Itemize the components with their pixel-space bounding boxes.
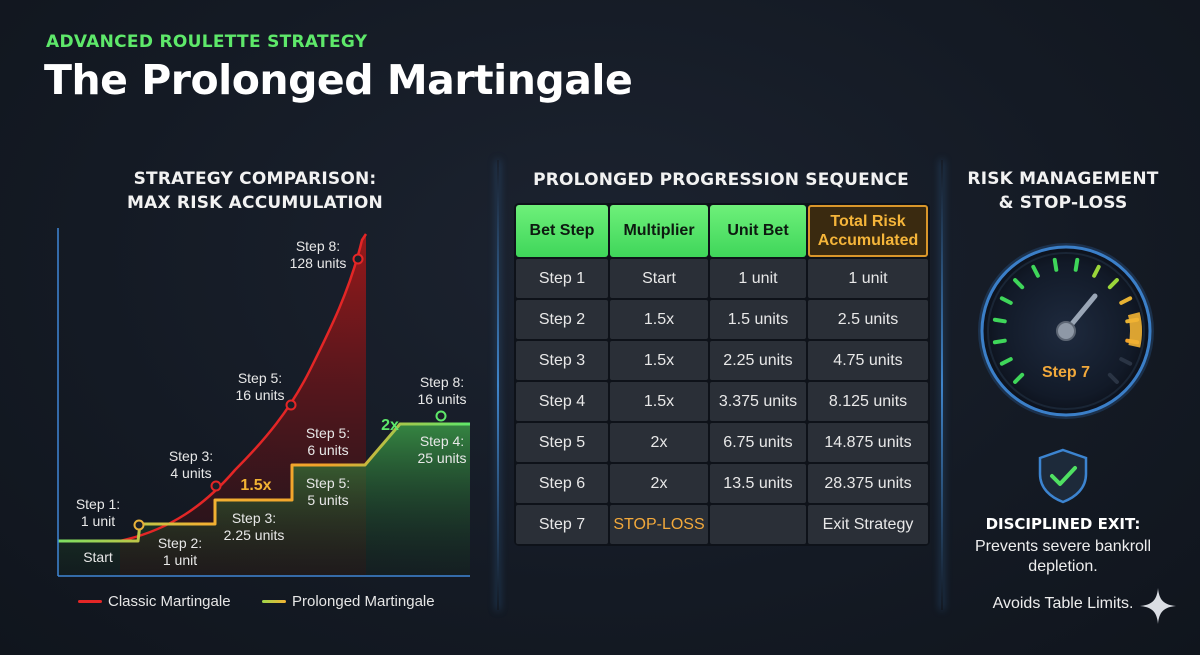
sparkle-icon [1140,588,1176,624]
legend-classic-swatch [78,600,102,603]
gauge-tick [1031,264,1040,278]
gauge-tick [1013,278,1025,290]
table-cell: 2x [610,464,708,503]
table-header-cell: Bet Step [516,205,608,257]
gauge-label: Step 7 [1042,364,1090,381]
legend-prolonged: Prolonged Martingale [262,593,435,610]
classic-area [58,234,366,576]
table-cell: Step 5 [516,423,608,462]
legend-prolonged-swatch [262,600,286,603]
table-cell: 2x [610,423,708,462]
table-header-cell: Total Risk Accumulated [808,205,928,257]
comparison-chart: Step 1: 1 unit Step 3: 4 units Step 5: 16 uni… [57,228,470,577]
gauge-tick [1052,257,1059,272]
prolonged-label-step3: Step 3: 2.25 units [224,510,285,543]
gauge-tick [992,317,1007,324]
classic-label-step5: Step 5: 16 units [235,370,284,403]
prolonged-label-step5b: Step 5: 6 units [306,425,350,458]
table-cell: 1.5x [610,382,708,421]
risk-title: RISK MANAGEMENT & STOP-LOSS [946,167,1180,215]
table-cell: 1 unit [808,259,928,298]
gauge-tick [999,357,1013,366]
gauge-tick [1119,296,1133,305]
table-cell: 4.75 units [808,341,928,380]
prolonged-label-step8: Step 8: 16 units [417,374,466,407]
gauge-tick [1119,357,1133,366]
prolonged-line [58,422,470,543]
legend-prolonged-label: Prolonged Martingale [292,593,435,610]
table-cell: 14.875 units [808,423,928,462]
section-divider-2 [941,160,943,610]
gauge-tick [1107,372,1119,384]
progression-table: Bet Step Multiplier Unit Bet Total Risk Acc… [514,203,930,546]
gauge-tick [1073,257,1080,272]
gauge-tick [992,338,1007,345]
progression-title: PROLONGED PROGRESSION SEQUENCE [533,170,909,190]
gauge-tick [1013,372,1025,384]
table-cell: 8.125 units [808,382,928,421]
classic-label-step8: Step 8: 128 units [290,238,347,271]
table-cell: Start [610,259,708,298]
comparison-title-line1: STRATEGY COMPARISON: [133,169,377,189]
prolonged-label-step2: Step 2: 1 unit [158,535,202,568]
table-cell: 2.25 units [710,341,806,380]
comparison-title-line2: MAX RISK ACCUMULATION [127,193,383,213]
table-cell: 1 unit [710,259,806,298]
table-cell: Step 6 [516,464,608,503]
gauge-highlight [1127,312,1142,348]
exit-title: DISCIPLINED EXIT: [985,515,1141,533]
table-cell: 1.5x [610,341,708,380]
prolonged-point-8 [435,410,447,422]
classic-point-8 [352,253,364,265]
table-cell: Step 4 [516,382,608,421]
table-cell: 1.5 units [710,300,806,339]
table-header-cell: Unit Bet [710,205,806,257]
comparison-title: STRATEGY COMPARISON: MAX RISK ACCUMULATI… [110,167,400,215]
kicker: ADVANCED ROULETTE STRATEGY [46,32,368,52]
table-cell: Exit Strategy [808,505,928,544]
classic-point-5 [285,399,297,411]
prolonged-label-step5a: Step 5: 5 units [306,475,350,508]
section-divider-1 [497,160,499,610]
table-cell: Step 1 [516,259,608,298]
table-header-cell: Multiplier [610,205,708,257]
gauge-hub [1056,321,1076,341]
risk-title-line1: RISK MANAGEMENT [967,169,1159,189]
risk-gauge: Step 7 [978,243,1154,419]
table-cell: 6.75 units [710,423,806,462]
classic-point-1 [133,519,145,531]
table-cell: 1.5x [610,300,708,339]
classic-label-step3: Step 3: 4 units [169,448,213,481]
shield-check-icon [1038,448,1088,504]
start-label: Start [83,549,113,565]
table-cell: 13.5 units [710,464,806,503]
exit-text: Prevents severe bankroll depletion. [974,538,1152,575]
classic-point-3 [210,480,222,492]
table-cell: 28.375 units [808,464,928,503]
table-cell: 3.375 units [710,382,806,421]
classic-label-step1: Step 1: 1 unit [76,496,120,529]
legend-classic: Classic Martingale [78,593,231,610]
legend-classic-label: Classic Martingale [108,593,231,610]
table-cell: Step 7 [516,505,608,544]
exit-limits: Avoids Table Limits. [992,595,1134,612]
classic-line [58,233,368,543]
prolonged-label-step4: Step 4: 25 units [417,433,466,466]
table-cell: Step 2 [516,300,608,339]
gauge-tick [1092,264,1101,278]
multiplier-1-5x: 1.5x [240,477,271,494]
gauge-tick [999,296,1013,305]
risk-title-line2: & STOP-LOSS [998,193,1128,213]
table-cell: Step 3 [516,341,608,380]
table-cell: STOP-LOSS [610,505,708,544]
table-cell: 2.5 units [808,300,928,339]
multiplier-2x: 2x [381,417,399,434]
table-cell [710,505,806,544]
page-title: The Prolonged Martingale [44,56,633,104]
gauge-tick [1107,278,1119,290]
